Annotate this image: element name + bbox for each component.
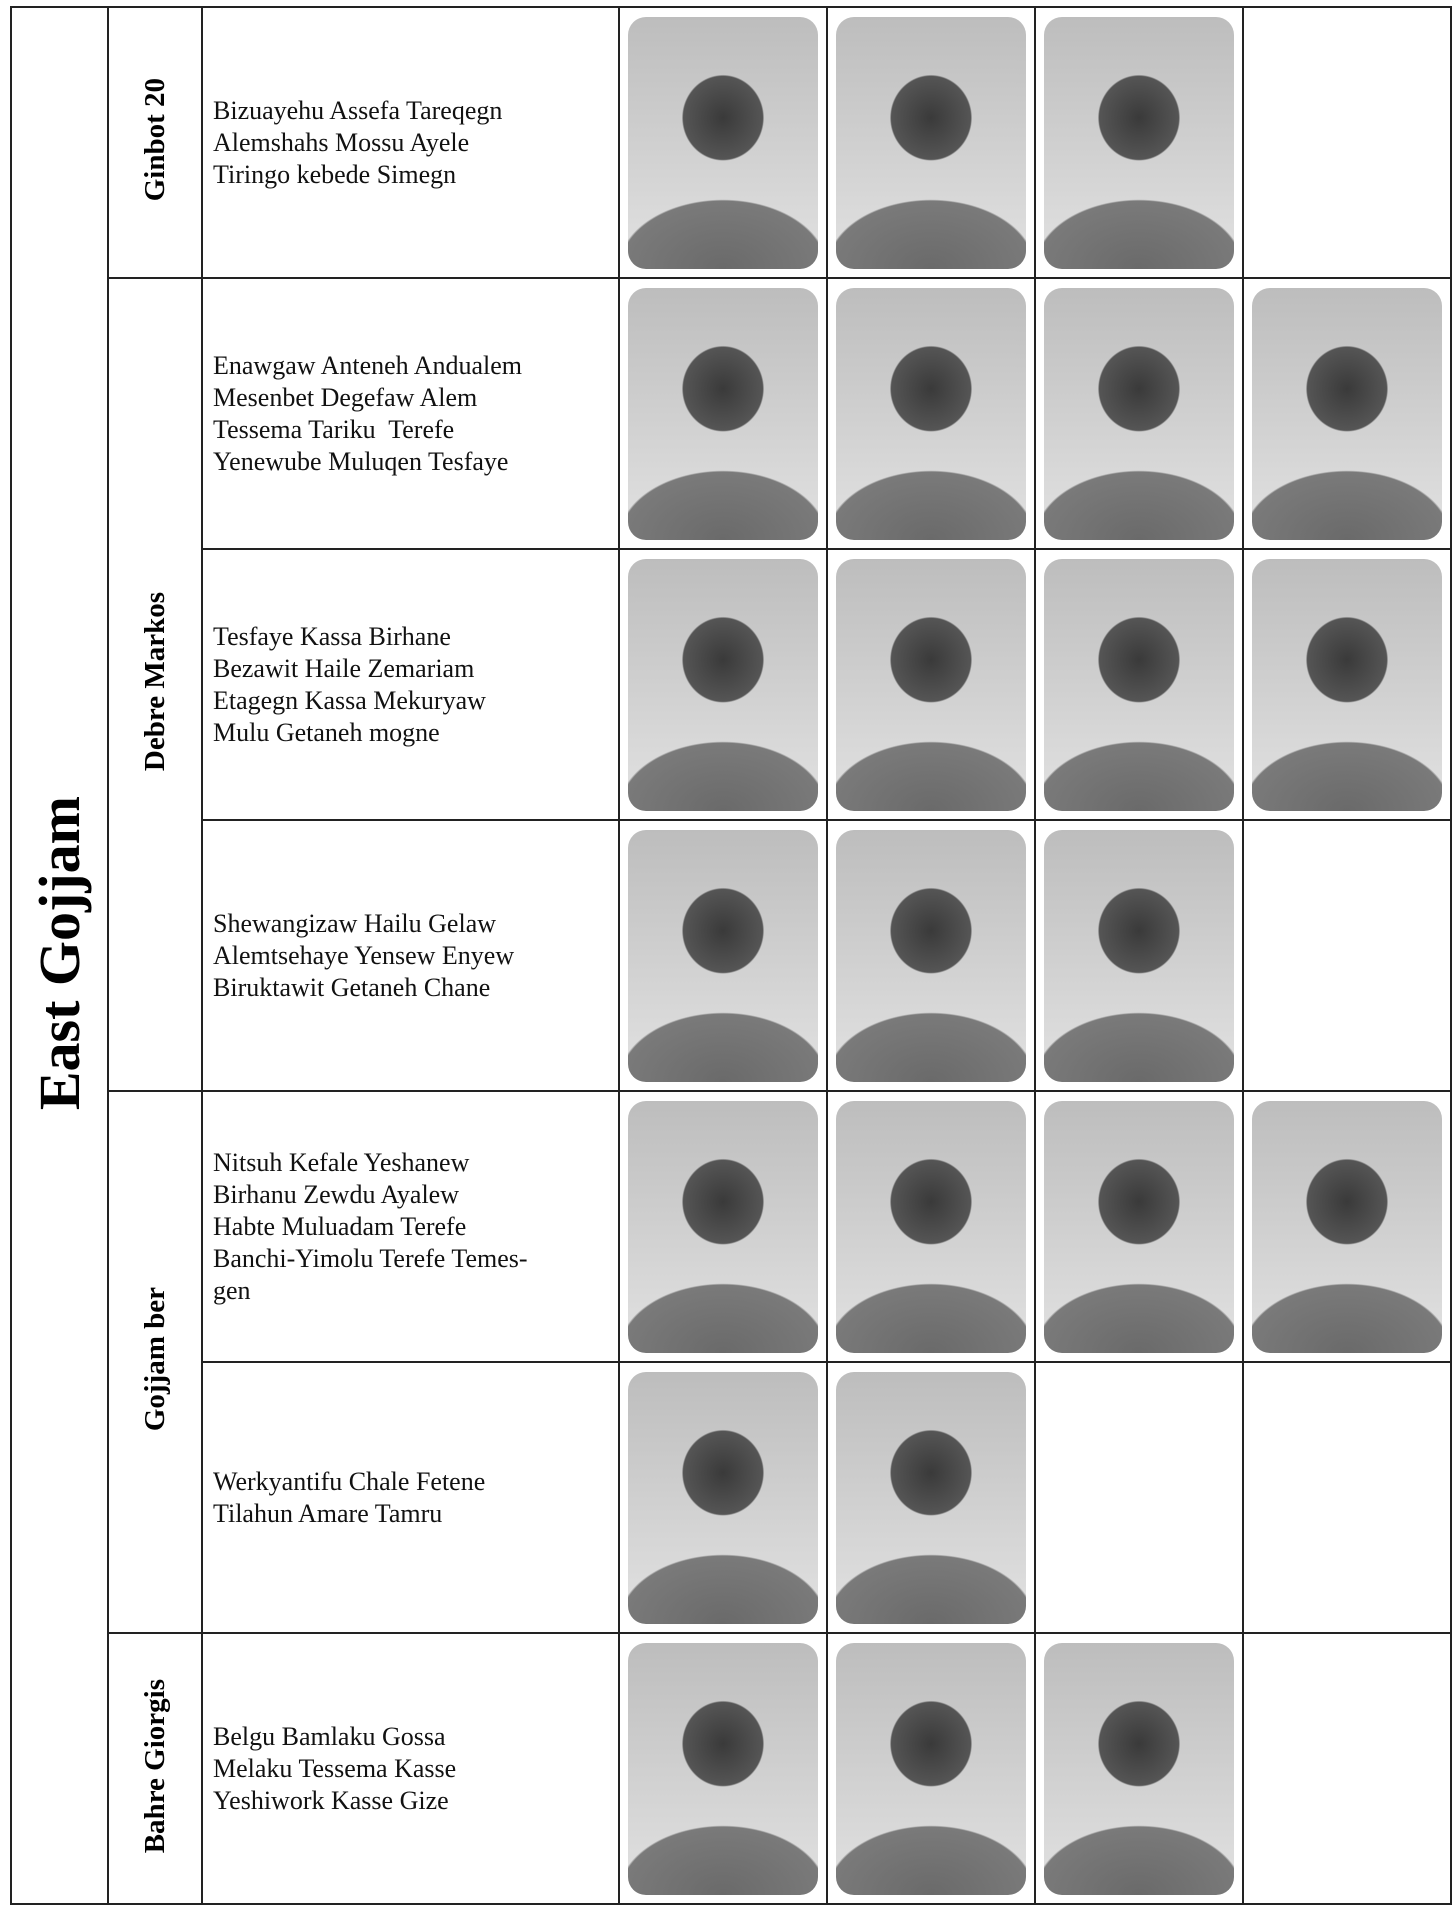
student-name: Tessema Tariku Terefe (213, 414, 455, 444)
student-name: Tilahun Amare Tamru (213, 1498, 443, 1528)
names-cell: Werkyantifu Chale Fetene Tilahun Amare Ta… (201, 1361, 620, 1634)
photo (628, 829, 818, 1082)
photo (1252, 1100, 1442, 1353)
photo (628, 16, 818, 269)
photo (1252, 287, 1442, 540)
student-name: Mesenbet Degefaw Alem (213, 382, 478, 412)
student-name: Tesfaye Kassa Birhane (213, 621, 451, 651)
names-cell: Belgu Bamlaku Gossa Melaku Tessema Kasse Y… (201, 1632, 620, 1905)
district-name: Bahre Giorgis (138, 1678, 171, 1854)
photo (1044, 1642, 1234, 1895)
photo (836, 1371, 1026, 1624)
student-name: Banchi-Yimolu Terefe Temes- (213, 1243, 528, 1273)
photo (836, 1100, 1026, 1353)
student-name: Bezawit Haile Zemariam (213, 653, 475, 683)
photo (836, 16, 1026, 269)
student-name: Yenewube Muluqen Tesfaye (213, 446, 509, 476)
student-name: Nitsuh Kefale Yeshanew (213, 1147, 470, 1177)
student-name: Alemtsehaye Yensew Enyew (213, 940, 515, 970)
student-name: Belgu Bamlaku Gossa (213, 1721, 446, 1751)
student-name: Biruktawit Getaneh Chane (213, 972, 491, 1002)
photo (628, 1100, 818, 1353)
student-name: Tiringo kebede Simegn (213, 159, 457, 189)
names-cell: Nitsuh Kefale Yeshanew Birhanu Zewdu Ayal… (201, 1090, 620, 1363)
student-name: Bizuayehu Assefa Tareqegn (213, 95, 503, 125)
names-cell: Tesfaye Kassa Birhane Bezawit Haile Zemar… (201, 548, 620, 821)
student-name: Birhanu Zewdu Ayalew (213, 1179, 459, 1209)
photo (1252, 558, 1442, 811)
photo (1044, 829, 1234, 1082)
district-name: Ginbot 20 (138, 78, 171, 202)
student-name: Yeshiwork Kasse Gize (213, 1785, 449, 1815)
photo (1044, 16, 1234, 269)
photo (1044, 558, 1234, 811)
region-name: East Gojjam (27, 795, 92, 1111)
photo (836, 287, 1026, 540)
names-cell: Enawgaw Anteneh Andualem Mesenbet Degefaw… (201, 277, 620, 550)
photo (628, 558, 818, 811)
student-name: Alemshahs Mossu Ayele (213, 127, 470, 157)
photo (836, 558, 1026, 811)
student-name: Werkyantifu Chale Fetene (213, 1466, 486, 1496)
district-name: Debre Markos (138, 592, 171, 772)
photo (1044, 287, 1234, 540)
photo (836, 829, 1026, 1082)
student-name: Mulu Getaneh mogne (213, 717, 440, 747)
student-name: Enawgaw Anteneh Andualem (213, 350, 523, 380)
district-name: Gojjam ber (138, 1287, 171, 1432)
student-name: Habte Muluadam Terefe (213, 1211, 467, 1241)
district-cell: Bahre Giorgis (107, 1632, 203, 1905)
photo (628, 1371, 818, 1624)
roster-table: East Gojjam Ginbot 20 Bizuayehu Assefa T… (10, 6, 1452, 1905)
photo (628, 1642, 818, 1895)
district-cell: Debre Markos (107, 277, 203, 1092)
student-name: Melaku Tessema Kasse (213, 1753, 457, 1783)
student-name: Shewangizaw Hailu Gelaw (213, 908, 497, 938)
region-cell: East Gojjam (10, 6, 109, 1905)
district-cell: Gojjam ber (107, 1090, 203, 1634)
district-cell: Ginbot 20 (107, 6, 203, 279)
photo (628, 287, 818, 540)
names-cell: Bizuayehu Assefa Tareqegn Alemshahs Mossu… (201, 6, 620, 279)
student-name: gen (213, 1275, 251, 1305)
photo (836, 1642, 1026, 1895)
student-name: Etagegn Kassa Mekuryaw (213, 685, 486, 715)
names-cell: Shewangizaw Hailu Gelaw Alemtsehaye Yense… (201, 819, 620, 1092)
photo (1044, 1100, 1234, 1353)
